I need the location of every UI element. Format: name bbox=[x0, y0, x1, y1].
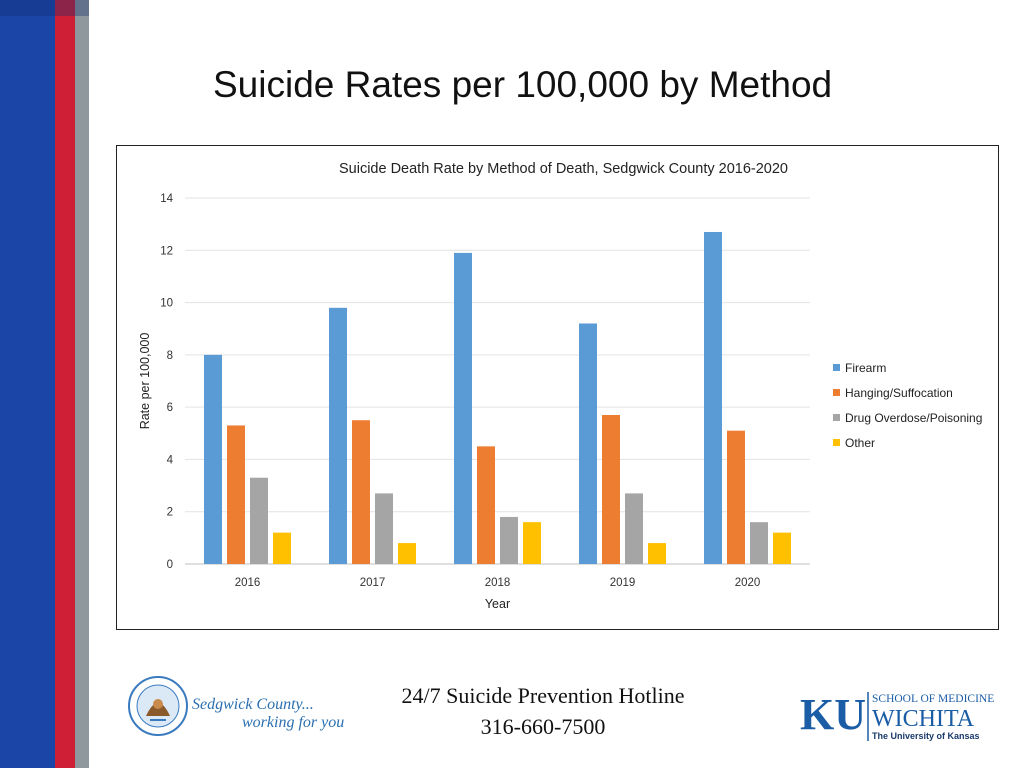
x-tick-label: 2020 bbox=[735, 577, 761, 589]
bar-drug-overdose-poisoning bbox=[500, 516, 518, 564]
legend-swatch bbox=[833, 364, 840, 371]
ku-university: The University of Kansas bbox=[872, 731, 980, 741]
y-axis-title: Rate per 100,000 bbox=[138, 333, 152, 430]
legend-label: Hanging/Suffocation bbox=[845, 386, 953, 400]
ku-wichita-logo: KU SCHOOL OF MEDICINE WICHITA The Univer… bbox=[800, 690, 994, 741]
bar-hanging-suffocation bbox=[477, 446, 495, 564]
left-gray-stripe bbox=[75, 0, 89, 768]
ku-school: SCHOOL OF MEDICINE bbox=[872, 693, 994, 705]
ku-mark: KU bbox=[800, 690, 866, 739]
x-tick-label: 2017 bbox=[360, 577, 386, 589]
legend-swatch bbox=[833, 389, 840, 396]
bar-firearm bbox=[454, 252, 472, 564]
y-tick-label: 12 bbox=[160, 245, 173, 257]
y-tick-label: 10 bbox=[160, 298, 173, 310]
hotline-block: 24/7 Suicide Prevention Hotline 316-660-… bbox=[340, 680, 746, 742]
bar-other bbox=[773, 532, 791, 564]
y-tick-label: 8 bbox=[167, 350, 173, 362]
bar-other bbox=[398, 543, 416, 564]
bar-other bbox=[648, 543, 666, 564]
bar-firearm bbox=[204, 354, 222, 564]
bar-other bbox=[273, 532, 291, 564]
bar-firearm bbox=[329, 307, 347, 564]
y-tick-label: 2 bbox=[167, 507, 173, 519]
legend-label: Firearm bbox=[845, 361, 886, 375]
left-blue-stripe bbox=[0, 0, 55, 768]
bar-hanging-suffocation bbox=[602, 414, 620, 564]
sedgwick-line-2: working for you bbox=[242, 714, 345, 731]
bar-hanging-suffocation bbox=[352, 420, 370, 564]
x-axis-title: Year bbox=[485, 597, 510, 611]
sedgwick-county-logo: Sedgwick County... working for you bbox=[128, 674, 348, 740]
bar-drug-overdose-poisoning bbox=[375, 493, 393, 564]
sedgwick-county-seal bbox=[128, 676, 188, 736]
x-tick-label: 2019 bbox=[610, 577, 636, 589]
bar-drug-overdose-poisoning bbox=[250, 477, 268, 564]
bar-chart: Suicide Death Rate by Method of Death, S… bbox=[138, 161, 982, 611]
legend-label: Drug Overdose/Poisoning bbox=[845, 411, 982, 425]
x-tick-label: 2018 bbox=[485, 577, 511, 589]
hotline-label: 24/7 Suicide Prevention Hotline bbox=[401, 683, 685, 708]
bar-other bbox=[523, 522, 541, 564]
x-tick-label: 2016 bbox=[235, 577, 261, 589]
chart-frame: Suicide Death Rate by Method of Death, S… bbox=[116, 145, 999, 630]
chart-title: Suicide Death Rate by Method of Death, S… bbox=[339, 161, 788, 177]
sedgwick-line-1: Sedgwick County... bbox=[192, 696, 314, 713]
bar-firearm bbox=[704, 231, 722, 564]
bar-drug-overdose-poisoning bbox=[625, 493, 643, 564]
ku-city: WICHITA bbox=[872, 706, 975, 732]
slide-title: Suicide Rates per 100,000 by Method bbox=[213, 64, 833, 105]
y-tick-label: 6 bbox=[167, 402, 173, 414]
hotline-number: 316-660-7500 bbox=[480, 714, 606, 739]
bar-hanging-suffocation bbox=[727, 430, 745, 564]
legend-label: Other bbox=[845, 436, 875, 450]
legend-swatch bbox=[833, 414, 840, 421]
bar-drug-overdose-poisoning bbox=[750, 522, 768, 564]
legend-swatch bbox=[833, 439, 840, 446]
y-tick-label: 0 bbox=[167, 559, 173, 571]
bar-firearm bbox=[579, 323, 597, 564]
y-tick-label: 4 bbox=[167, 454, 174, 466]
stripe-top-shade bbox=[0, 0, 89, 16]
left-red-stripe bbox=[55, 0, 75, 768]
y-tick-label: 14 bbox=[160, 193, 173, 205]
bar-hanging-suffocation bbox=[227, 425, 245, 564]
